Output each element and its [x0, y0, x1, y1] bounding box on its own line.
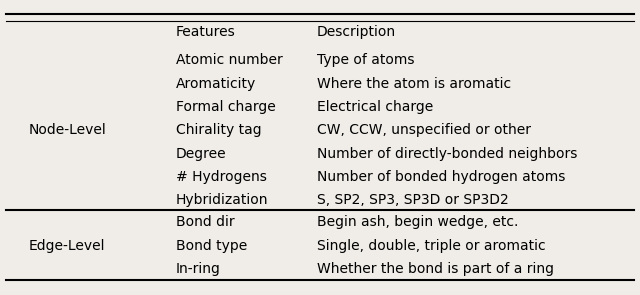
Text: Chirality tag: Chirality tag	[176, 123, 262, 137]
Text: Number of bonded hydrogen atoms: Number of bonded hydrogen atoms	[317, 170, 565, 184]
Text: Number of directly-bonded neighbors: Number of directly-bonded neighbors	[317, 147, 577, 161]
Text: Bond type: Bond type	[176, 239, 247, 253]
Text: Atomic number: Atomic number	[176, 53, 283, 67]
Text: Type of atoms: Type of atoms	[317, 53, 414, 67]
Text: Hybridization: Hybridization	[176, 193, 269, 207]
Text: Aromaticity: Aromaticity	[176, 77, 256, 91]
Text: Single, double, triple or aromatic: Single, double, triple or aromatic	[317, 239, 545, 253]
Text: Electrical charge: Electrical charge	[317, 100, 433, 114]
Text: Node-Level: Node-Level	[28, 123, 106, 137]
Text: Features: Features	[176, 25, 236, 39]
Text: S, SP2, SP3, SP3D or SP3D2: S, SP2, SP3, SP3D or SP3D2	[317, 193, 509, 207]
Text: Whether the bond is part of a ring: Whether the bond is part of a ring	[317, 262, 554, 276]
Text: Begin ash, begin wedge, etc.: Begin ash, begin wedge, etc.	[317, 215, 518, 230]
Text: # Hydrogens: # Hydrogens	[176, 170, 267, 184]
Text: CW, CCW, unspecified or other: CW, CCW, unspecified or other	[317, 123, 531, 137]
Text: Where the atom is aromatic: Where the atom is aromatic	[317, 77, 511, 91]
Text: Description: Description	[317, 25, 396, 39]
Text: Bond dir: Bond dir	[176, 215, 235, 230]
Text: Degree: Degree	[176, 147, 227, 161]
Text: Edge-Level: Edge-Level	[29, 239, 106, 253]
Text: Formal charge: Formal charge	[176, 100, 276, 114]
Text: In-ring: In-ring	[176, 262, 221, 276]
